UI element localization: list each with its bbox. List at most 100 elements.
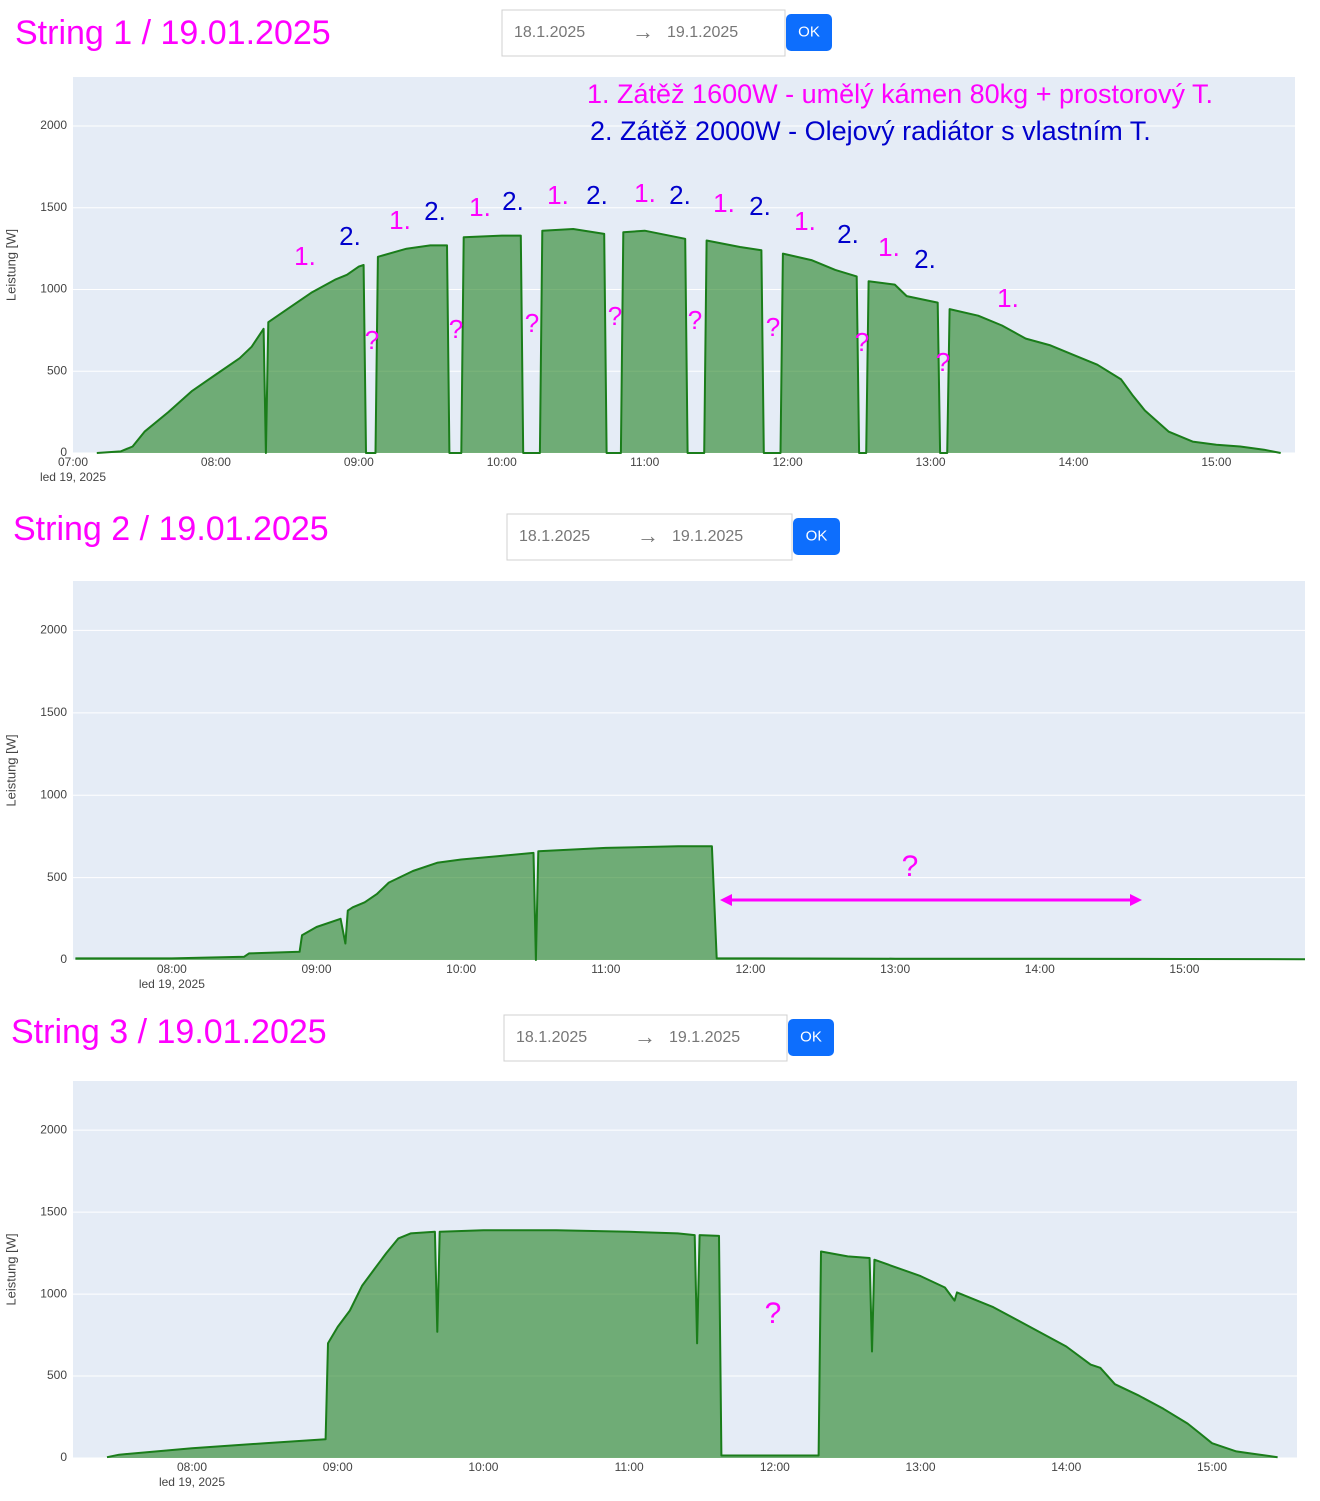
y-tick-label: 500: [47, 363, 67, 377]
x-tick-label: 11:00: [615, 1460, 644, 1474]
chart-panel: String 1 / 19.01.2025 18.1.2025 → 19.1.2025…: [3, 9, 1295, 484]
date-from[interactable]: 18.1.2025: [519, 528, 590, 545]
chart-title: String 3 / 19.01.2025: [11, 1013, 327, 1051]
area-fill: [75, 846, 1305, 960]
x-tick-label: 08:00: [157, 962, 187, 976]
ok-button-label[interactable]: OK: [800, 1028, 822, 1045]
date-range-picker[interactable]: 18.1.2025 → 19.1.2025: [503, 1014, 788, 1062]
x-tick-label: 14:00: [1051, 1460, 1081, 1474]
y-axis-label: Leistung [W]: [3, 734, 18, 806]
ok-button-label[interactable]: OK: [806, 527, 828, 544]
x-tick-label: 13:00: [916, 455, 946, 469]
x-tick-label: 07:00: [58, 455, 88, 469]
annotation: 1.: [469, 192, 491, 222]
chart-panel: String 2 / 19.01.2025 18.1.2025 → 19.1.2025…: [3, 510, 1306, 991]
date-range-box[interactable]: [506, 513, 793, 561]
date-to[interactable]: 19.1.2025: [669, 1029, 740, 1046]
date-separator: →: [632, 19, 654, 44]
x-tick-label: 11:00: [591, 962, 620, 976]
x-tick-label: 12:00: [735, 962, 765, 976]
annotation: 2.: [502, 186, 524, 216]
y-axis-label: Leistung [W]: [3, 1233, 18, 1305]
x-tick-label: 10:00: [468, 1460, 498, 1474]
annotation: 2. Zátěž 2000W - Olejový radiátor s vlas…: [590, 116, 1151, 146]
x-tick-label: 10:00: [487, 455, 517, 469]
ok-button-bg[interactable]: [786, 14, 832, 51]
x-tick-label: 09:00: [323, 1460, 353, 1474]
x-tick-label: 12:00: [760, 1460, 790, 1474]
date-from[interactable]: 18.1.2025: [514, 24, 585, 41]
annotation: ?: [688, 305, 702, 335]
y-tick-label: 1000: [40, 282, 67, 296]
ok-button-label[interactable]: OK: [798, 23, 820, 40]
area-fill: [107, 1230, 1278, 1458]
date-separator: →: [637, 523, 659, 548]
date-range-box[interactable]: [501, 9, 786, 57]
annotation: 1.: [878, 232, 900, 262]
area-line: [96, 228, 1281, 454]
annotation: 1.: [794, 206, 816, 236]
ok-button[interactable]: OK: [786, 14, 832, 51]
annotation: ?: [902, 850, 919, 883]
ok-button[interactable]: OK: [788, 1019, 834, 1056]
area-fill: [96, 229, 1281, 453]
x-date-label: led 19, 2025: [139, 977, 205, 991]
annotation: 1.: [294, 241, 316, 271]
y-tick-label: 1500: [40, 200, 67, 214]
date-range-box[interactable]: [503, 1014, 788, 1062]
y-tick-label: 2000: [40, 118, 67, 132]
annotation: 1.: [389, 205, 411, 235]
ok-button[interactable]: OK: [793, 518, 840, 555]
y-tick-label: 1500: [40, 1204, 67, 1218]
chart-panel: String 3 / 19.01.2025 18.1.2025 → 19.1.2025…: [3, 1013, 1297, 1489]
y-tick-label: 1000: [40, 787, 67, 801]
x-tick-label: 13:00: [906, 1460, 936, 1474]
x-date-label: led 19, 2025: [159, 1475, 225, 1489]
annotation: 2.: [424, 196, 446, 226]
y-tick-label: 500: [47, 870, 67, 884]
y-tick-label: 1000: [40, 1286, 67, 1300]
annotation: 2.: [914, 244, 936, 274]
x-tick-label: 08:00: [201, 455, 231, 469]
x-tick-label: 10:00: [446, 962, 476, 976]
date-to[interactable]: 19.1.2025: [672, 528, 743, 545]
x-tick-label: 09:00: [344, 455, 374, 469]
y-tick-label: 2000: [40, 623, 67, 637]
x-date-label: led 19, 2025: [40, 470, 106, 484]
x-tick-label: 14:00: [1058, 455, 1088, 469]
annotation: 2.: [837, 219, 859, 249]
annotation: 2.: [669, 180, 691, 210]
x-tick-label: 15:00: [1197, 1460, 1227, 1474]
area-line: [106, 1229, 1278, 1459]
annotation: 1. Zátěž 1600W - umělý kámen 80kg + pros…: [587, 79, 1213, 109]
annotation: 1.: [997, 283, 1019, 313]
date-range-picker[interactable]: 18.1.2025 → 19.1.2025: [506, 513, 793, 561]
annotation: ?: [855, 327, 869, 357]
date-separator: →: [634, 1024, 656, 1049]
x-tick-label: 08:00: [177, 1460, 207, 1474]
annotation: 1.: [634, 178, 656, 208]
date-to[interactable]: 19.1.2025: [667, 24, 738, 41]
ok-button-bg[interactable]: [788, 1019, 834, 1056]
arrow-head: [720, 894, 732, 906]
date-from[interactable]: 18.1.2025: [516, 1029, 587, 1046]
annotation: ?: [608, 301, 622, 331]
y-tick-label: 2000: [40, 1122, 67, 1136]
y-tick-label: 0: [60, 445, 67, 459]
arrow-head: [1130, 894, 1142, 906]
x-tick-label: 11:00: [630, 455, 659, 469]
annotation: ?: [766, 312, 780, 342]
x-tick-label: 12:00: [773, 455, 803, 469]
annotation: ?: [449, 314, 463, 344]
annotation: ?: [765, 1297, 782, 1330]
x-tick-label: 14:00: [1025, 962, 1055, 976]
y-tick-label: 0: [60, 1450, 67, 1464]
y-tick-label: 500: [47, 1368, 67, 1382]
y-tick-label: 1500: [40, 705, 67, 719]
y-axis-label: Leistung [W]: [3, 229, 18, 301]
date-range-picker[interactable]: 18.1.2025 → 19.1.2025: [501, 9, 786, 57]
ok-button-bg[interactable]: [793, 518, 840, 555]
y-tick-label: 0: [60, 952, 67, 966]
annotation: ?: [365, 325, 379, 355]
